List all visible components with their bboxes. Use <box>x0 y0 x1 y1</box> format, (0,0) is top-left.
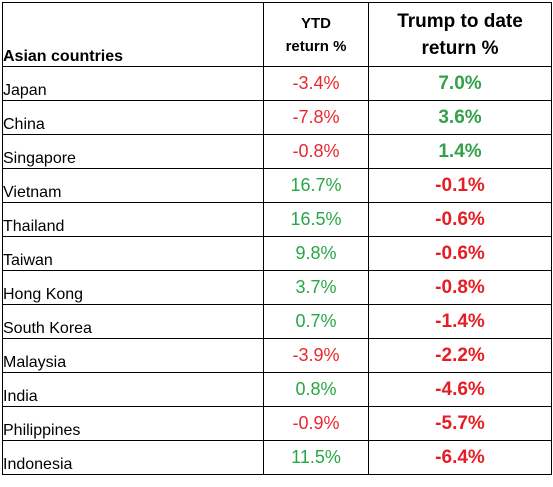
table-row: China -7.8% 3.6% <box>2 100 552 135</box>
cell-trump-return[interactable]: -1.4% <box>368 304 552 339</box>
cell-country[interactable]: Taiwan <box>2 236 264 271</box>
cell-trump-return[interactable]: -0.1% <box>368 168 552 203</box>
header-trump-line2: return % <box>421 37 499 59</box>
cell-country[interactable]: Indonesia <box>2 440 264 475</box>
cell-country[interactable]: Philippines <box>2 406 264 441</box>
table-row: Hong Kong 3.7% -0.8% <box>2 270 552 305</box>
header-trump-line1: Trump to date <box>397 10 523 32</box>
table-row: India 0.8% -4.6% <box>2 372 552 407</box>
cell-country[interactable]: India <box>2 372 264 407</box>
header-trump[interactable]: Trump to date return % <box>368 2 552 67</box>
cell-country[interactable]: China <box>2 100 264 135</box>
table-row: Singapore -0.8% 1.4% <box>2 134 552 169</box>
cell-trump-return[interactable]: -4.6% <box>368 372 552 407</box>
cell-ytd-return[interactable]: -3.4% <box>263 66 369 101</box>
table-row: Vietnam 16.7% -0.1% <box>2 168 552 203</box>
cell-trump-return[interactable]: -0.6% <box>368 236 552 271</box>
header-country[interactable]: Asian countries <box>2 2 264 67</box>
cell-trump-return[interactable]: -6.4% <box>368 440 552 475</box>
cell-ytd-return[interactable]: -3.9% <box>263 338 369 373</box>
cell-ytd-return[interactable]: 16.5% <box>263 202 369 237</box>
cell-country[interactable]: Thailand <box>2 202 264 237</box>
cell-trump-return[interactable]: -2.2% <box>368 338 552 373</box>
table-row: Taiwan 9.8% -0.6% <box>2 236 552 271</box>
cell-ytd-return[interactable]: 0.8% <box>263 372 369 407</box>
table-row: South Korea 0.7% -1.4% <box>2 304 552 339</box>
header-ytd-line2: return % <box>285 37 347 55</box>
cell-country[interactable]: South Korea <box>2 304 264 339</box>
header-row: Asian countries YTD return % Trump to da… <box>2 2 552 67</box>
cell-country[interactable]: Japan <box>2 66 264 101</box>
header-ytd-line1: YTD <box>301 14 331 32</box>
table-row: Thailand 16.5% -0.6% <box>2 202 552 237</box>
header-ytd[interactable]: YTD return % <box>263 2 369 67</box>
cell-ytd-return[interactable]: 0.7% <box>263 304 369 339</box>
table-row: Indonesia 11.5% -6.4% <box>2 440 552 475</box>
cell-trump-return[interactable]: -0.8% <box>368 270 552 305</box>
cell-trump-return[interactable]: 7.0% <box>368 66 552 101</box>
cell-country[interactable]: Singapore <box>2 134 264 169</box>
cell-ytd-return[interactable]: 16.7% <box>263 168 369 203</box>
cell-trump-return[interactable]: -0.6% <box>368 202 552 237</box>
returns-table: Asian countries YTD return % Trump to da… <box>2 2 552 475</box>
cell-country[interactable]: Malaysia <box>2 338 264 373</box>
cell-country[interactable]: Hong Kong <box>2 270 264 305</box>
table-row: Malaysia -3.9% -2.2% <box>2 338 552 373</box>
cell-ytd-return[interactable]: -0.9% <box>263 406 369 441</box>
cell-ytd-return[interactable]: 11.5% <box>263 440 369 475</box>
cell-ytd-return[interactable]: -7.8% <box>263 100 369 135</box>
table-row: Japan -3.4% 7.0% <box>2 66 552 101</box>
cell-trump-return[interactable]: 3.6% <box>368 100 552 135</box>
table-row: Philippines -0.9% -5.7% <box>2 406 552 441</box>
cell-ytd-return[interactable]: 3.7% <box>263 270 369 305</box>
cell-ytd-return[interactable]: -0.8% <box>263 134 369 169</box>
table-body: Japan -3.4% 7.0% China -7.8% 3.6% Singapore -0.… <box>2 66 552 475</box>
cell-ytd-return[interactable]: 9.8% <box>263 236 369 271</box>
cell-trump-return[interactable]: 1.4% <box>368 134 552 169</box>
cell-trump-return[interactable]: -5.7% <box>368 406 552 441</box>
cell-country[interactable]: Vietnam <box>2 168 264 203</box>
